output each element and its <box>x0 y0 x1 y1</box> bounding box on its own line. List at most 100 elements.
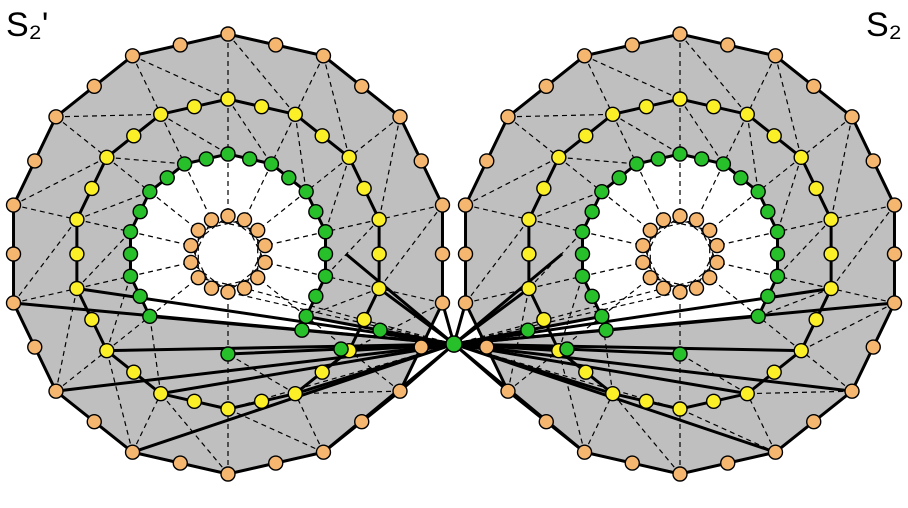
node-outer <box>501 110 515 124</box>
node-outer-mid <box>459 247 473 261</box>
node-mid-edge <box>255 100 269 114</box>
node-outer-mid <box>173 38 187 52</box>
node-mid <box>824 281 838 295</box>
node-inner-edge <box>612 171 626 185</box>
node-mid-edge <box>127 365 141 379</box>
node-inner <box>595 309 609 323</box>
node-outer <box>393 110 407 124</box>
node-mid <box>154 387 168 401</box>
node-innermost <box>657 281 671 295</box>
node-mid-edge <box>639 100 653 114</box>
node-innermost <box>205 213 219 227</box>
node-mid <box>100 344 114 358</box>
node-outer-mid <box>414 340 428 354</box>
node-inner <box>124 269 138 283</box>
node-inner <box>751 309 765 323</box>
node-mid-edge <box>537 313 551 327</box>
node-outer <box>49 110 63 124</box>
node-innermost <box>251 271 265 285</box>
node-mid-edge <box>85 313 99 327</box>
node-outer-mid <box>887 247 901 261</box>
node-outer-mid <box>625 456 639 470</box>
node-inner <box>318 269 332 283</box>
node-mid <box>100 150 114 164</box>
node-outer-mid <box>807 415 821 429</box>
node-innermost <box>191 223 205 237</box>
node-inner <box>264 157 278 171</box>
node-mid <box>552 150 566 164</box>
node-outer <box>768 49 782 63</box>
node-outer <box>316 445 330 459</box>
node-mid <box>70 281 84 295</box>
node-outer <box>393 384 407 398</box>
node-outer <box>845 384 859 398</box>
node-inner-edge <box>585 289 599 303</box>
node-mid <box>740 387 754 401</box>
node-innermost <box>673 209 687 223</box>
node-outer <box>126 49 140 63</box>
node-outer <box>673 467 687 481</box>
node-mid <box>372 281 386 295</box>
node-inner-edge <box>243 152 257 166</box>
node-mid <box>824 213 838 227</box>
node-inner-edge <box>199 152 213 166</box>
node-innermost <box>643 271 657 285</box>
node-inner-edge <box>761 205 775 219</box>
node-outer-mid <box>807 79 821 93</box>
node-inner <box>673 347 687 361</box>
node-outer-mid <box>866 340 880 354</box>
node-outer-mid <box>173 456 187 470</box>
node-mid-edge <box>767 129 781 143</box>
node-outer <box>221 27 235 41</box>
node-outer-mid <box>539 415 553 429</box>
node-outer-mid <box>480 340 494 354</box>
node-innermost <box>689 213 703 227</box>
node-outer <box>578 445 592 459</box>
node-outer <box>316 49 330 63</box>
node-inner <box>124 225 138 239</box>
node-outer-mid <box>414 154 428 168</box>
node-mid-edge <box>187 394 201 408</box>
node-mid-edge <box>357 313 371 327</box>
node-outer <box>126 445 140 459</box>
node-inner <box>299 309 313 323</box>
node-mid <box>740 107 754 121</box>
node-inner <box>751 185 765 199</box>
node-inner-edge <box>282 171 296 185</box>
node-mid-edge <box>357 181 371 195</box>
node-innermost <box>237 281 251 295</box>
node-outer-mid <box>721 456 735 470</box>
node-outer-mid <box>480 154 494 168</box>
node-mid <box>288 107 302 121</box>
node-innermost <box>703 271 717 285</box>
node-outer <box>459 198 473 212</box>
node-mid-edge <box>707 100 721 114</box>
node-outer-mid <box>866 154 880 168</box>
node-mid <box>372 213 386 227</box>
node-innermost <box>643 223 657 237</box>
node-mid <box>606 387 620 401</box>
node-outer-mid <box>355 79 369 93</box>
node-mid-edge <box>579 365 593 379</box>
node-inner <box>716 157 730 171</box>
node-inner-edge <box>761 289 775 303</box>
node-outer-mid <box>625 38 639 52</box>
node-mid-edge <box>639 394 653 408</box>
node-mid-edge <box>372 247 386 261</box>
node-innermost <box>221 209 235 223</box>
node-outer-mid <box>435 247 449 261</box>
node-outer-mid <box>87 415 101 429</box>
node-mid <box>794 150 808 164</box>
node-outer-mid <box>269 456 283 470</box>
node-inner-edge <box>651 152 665 166</box>
node-outer-mid <box>269 38 283 52</box>
node-mid <box>522 281 536 295</box>
node-outer <box>7 198 21 212</box>
node-outer-mid <box>539 79 553 93</box>
node-outer <box>887 296 901 310</box>
node-outer <box>501 384 515 398</box>
node-innermost <box>221 285 235 299</box>
node-mid-edge <box>522 247 536 261</box>
node-mid-edge <box>824 247 838 261</box>
node-outer <box>459 296 473 310</box>
